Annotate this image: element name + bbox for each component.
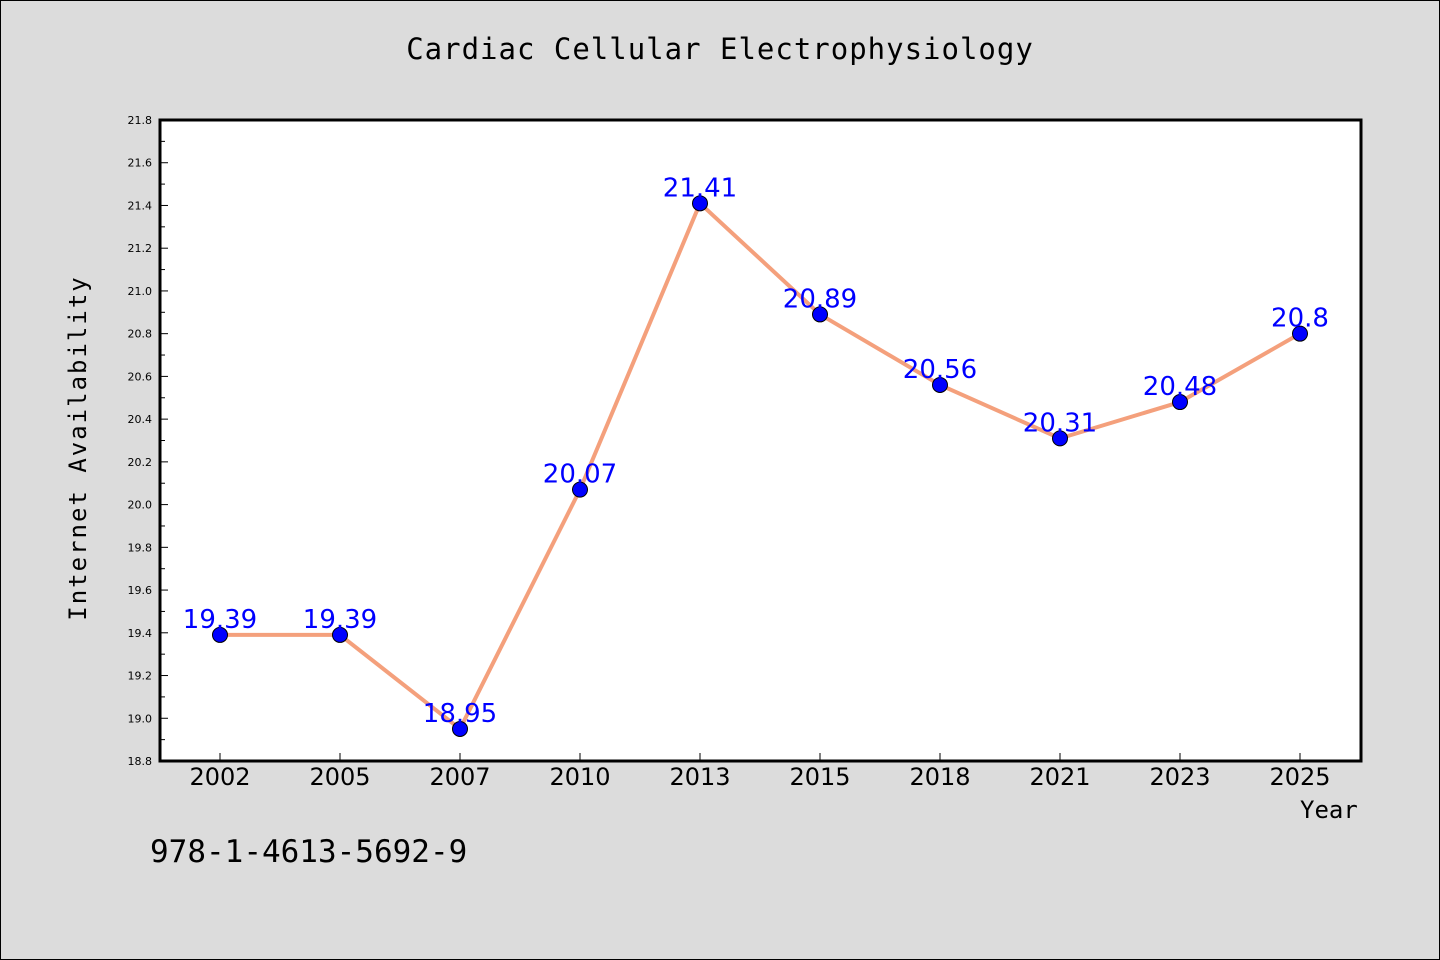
y-tick-label: 19.8 xyxy=(128,541,153,554)
data-point xyxy=(452,720,468,737)
x-tick-label: 2005 xyxy=(309,763,370,791)
data-point xyxy=(1292,325,1308,342)
y-tick-label: 19.4 xyxy=(128,627,153,640)
data-point xyxy=(1052,430,1068,447)
data-label-layer: 19.39 19.39 18.95 20.07 21.41 20.89 20.56 20.31… xyxy=(183,173,1329,729)
y-tick-label: 19.6 xyxy=(128,584,153,597)
y-tick-label: 19.0 xyxy=(128,712,153,725)
x-tick-label: 2007 xyxy=(429,763,490,791)
data-label: 20.31 xyxy=(1023,408,1097,438)
y-tick-label: 21.0 xyxy=(128,285,153,298)
isbn-footnote: 978-1-4613-5692-9 xyxy=(150,834,468,870)
x-tick-label: 2023 xyxy=(1149,763,1210,791)
x-tick-label: 2015 xyxy=(789,763,850,791)
y-tick-label: 20.0 xyxy=(128,499,153,512)
x-tick-label: 2010 xyxy=(549,763,610,791)
y-tick-label: 20.2 xyxy=(128,456,153,469)
data-point xyxy=(572,481,588,498)
data-point xyxy=(812,306,828,323)
data-point xyxy=(332,626,348,643)
x-tick-label: 2013 xyxy=(669,763,730,791)
y-tick-label: 21.4 xyxy=(128,199,153,212)
data-point xyxy=(932,376,948,393)
y-tick-label: 21.6 xyxy=(128,157,153,170)
series-line xyxy=(220,201,1301,731)
data-point xyxy=(1172,394,1188,411)
x-tick-label: 2021 xyxy=(1029,763,1090,791)
y-tick-label: 18.8 xyxy=(128,755,153,768)
data-label: 19.39 xyxy=(183,605,257,635)
chart-title: Cardiac Cellular Electrophysiology xyxy=(406,32,1034,66)
data-label: 20.8 xyxy=(1271,304,1329,334)
y-axis: 18.8 19.0 19.2 19.4 19.6 19.8 20.0 20.2 20.4 20.6… xyxy=(128,114,168,768)
data-label: 20.56 xyxy=(903,355,977,385)
x-axis-label: Year xyxy=(1300,796,1358,824)
y-tick-label: 20.6 xyxy=(128,370,153,383)
data-point xyxy=(692,195,708,212)
y-tick-label: 20.4 xyxy=(128,413,153,426)
data-label: 21.41 xyxy=(663,173,737,203)
x-tick-label: 2025 xyxy=(1269,763,1330,791)
plot-area xyxy=(158,118,1363,763)
data-point xyxy=(212,626,228,643)
data-label: 19.39 xyxy=(303,605,377,635)
series-layer xyxy=(212,195,1308,737)
data-label: 20.89 xyxy=(783,284,857,314)
y-tick-label: 20.8 xyxy=(128,328,153,341)
data-label: 20.07 xyxy=(543,460,617,490)
x-tick-label: 2002 xyxy=(189,763,250,791)
data-label: 18.95 xyxy=(423,699,497,729)
y-tick-label: 21.2 xyxy=(128,242,153,255)
y-tick-label: 19.2 xyxy=(128,670,153,683)
y-tick-label: 21.8 xyxy=(128,114,153,127)
x-tick-label: 2018 xyxy=(909,763,970,791)
data-label: 20.48 xyxy=(1143,372,1217,402)
x-axis: 2002 2005 2007 2010 2013 2015 2018 2021 2023 2025 xyxy=(189,753,1331,791)
